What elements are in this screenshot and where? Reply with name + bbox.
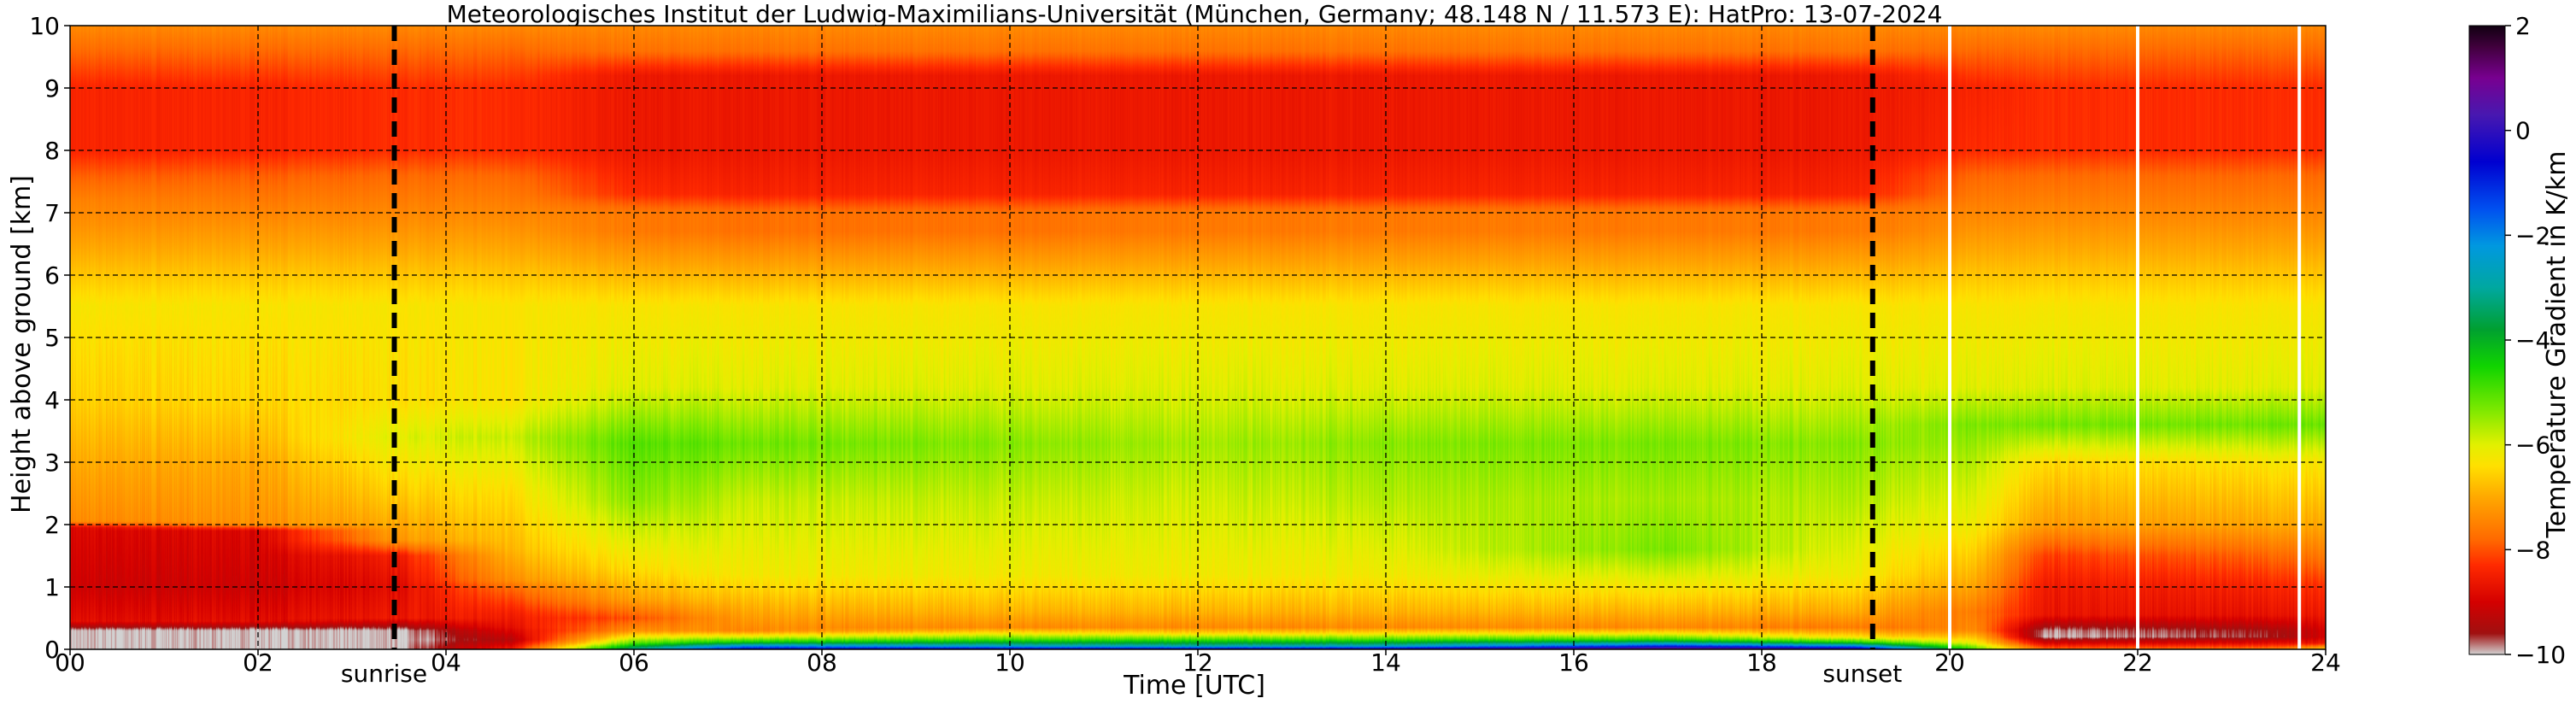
y-tick-label-4: 4 (44, 386, 60, 414)
colorbar-tick-label-1: 0 (2515, 117, 2531, 145)
x-tick-label-9: 18 (1746, 648, 1777, 677)
data-gap-1 (2136, 26, 2139, 649)
x-tick-label-8: 16 (1558, 648, 1589, 677)
colorbar-tick-label-6: −10 (2515, 641, 2566, 669)
x-axis-ticks: 00 02 04 06 08 10 12 14 16 18 20 22 24 (55, 648, 2341, 677)
colorbar (2468, 25, 2506, 655)
x-tick-label-1: 02 (243, 648, 273, 677)
x-tick-label-4: 08 (807, 648, 837, 677)
sun-markers: sunrise sunset (341, 26, 1902, 688)
x-axis-label: Time [UTC] (1123, 671, 1265, 701)
y-tick-label-7: 7 (44, 199, 60, 227)
y-tick-label-10: 10 (29, 12, 60, 40)
x-tick-label-6: 12 (1182, 648, 1213, 677)
y-axis-ticks: 0 1 2 3 4 5 6 7 8 9 10 (29, 12, 70, 664)
colorbar-tick-label-3: −4 (2515, 326, 2550, 355)
colorbar-tick-label-2: −2 (2515, 221, 2550, 249)
y-tick-label-0: 0 (44, 636, 60, 664)
y-tick-label-1: 1 (44, 573, 60, 601)
data-gap-2 (2297, 26, 2302, 649)
data-gap-0 (1948, 26, 1951, 649)
colorbar-label: Temperature Gradient in K/km (2542, 151, 2572, 539)
data-gaps (1948, 26, 2302, 649)
marker-label-sunrise: sunrise (341, 660, 427, 688)
x-tick-label-5: 10 (995, 648, 1025, 677)
marker-label-sunset: sunset (1822, 660, 1902, 688)
y-tick-label-2: 2 (44, 511, 60, 539)
y-tick-label-9: 9 (44, 74, 60, 103)
x-tick-label-7: 14 (1370, 648, 1401, 677)
colorbar-tick-label-5: −8 (2515, 536, 2550, 564)
colorbar-ticks: 2 0 −2 −4 −6 −8 −10 (2505, 12, 2566, 669)
x-tick-label-11: 22 (2122, 648, 2153, 677)
y-tick-label-8: 8 (44, 137, 60, 165)
x-tick-label-0: 00 (55, 648, 85, 677)
y-tick-label-3: 3 (44, 449, 60, 477)
x-tick-label-10: 20 (1934, 648, 1965, 677)
x-tick-label-12: 24 (2310, 648, 2341, 677)
y-tick-label-5: 5 (44, 324, 60, 352)
chart-title: Meteorologisches Institut der Ludwig-Max… (447, 0, 1943, 28)
x-tick-label-3: 06 (619, 648, 649, 677)
colorbar-tick-label-0: 2 (2515, 12, 2531, 40)
x-tick-label-2: 04 (431, 648, 461, 677)
y-tick-label-6: 6 (44, 261, 60, 290)
y-axis-label: Height above ground [km] (7, 175, 37, 513)
colorbar-tick-label-4: −6 (2515, 431, 2550, 460)
